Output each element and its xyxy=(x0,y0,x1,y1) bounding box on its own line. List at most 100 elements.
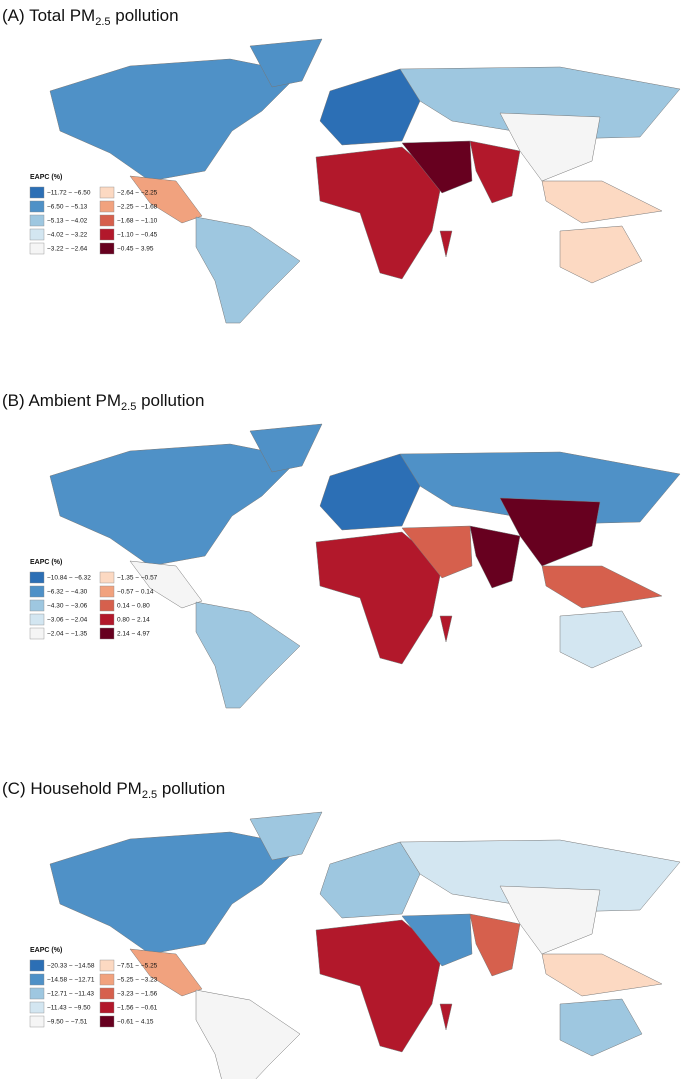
legend-swatch xyxy=(99,613,115,626)
legend-swatch xyxy=(99,1015,115,1028)
legend-swatch xyxy=(29,214,45,227)
south-asia xyxy=(469,525,521,589)
europe xyxy=(319,841,421,919)
legend-label: −11.72 − −6.50 xyxy=(47,190,91,197)
legend-swatch xyxy=(29,959,45,972)
north-america xyxy=(49,831,301,955)
legend-title: EAPC (%) xyxy=(30,947,62,954)
title-subscript: 2.5 xyxy=(121,401,136,413)
legend-swatch xyxy=(99,585,115,598)
title-text: (A) Total PM xyxy=(2,6,95,25)
legend-label: 2.14 − 4.97 xyxy=(117,631,150,638)
legend-swatch xyxy=(29,571,45,584)
north-america xyxy=(49,443,301,567)
legend-label: −1.10 − −0.45 xyxy=(117,232,158,239)
panel: (A) Total PM2.5 pollution EAPC (%) −11.72 … xyxy=(2,6,681,324)
east-asia xyxy=(499,112,601,182)
panel-title: (A) Total PM2.5 pollution xyxy=(2,6,179,28)
legend-label: −2.64 − −2.25 xyxy=(117,190,158,197)
legend-label: −0.45 − 3.95 xyxy=(117,246,154,253)
legend-label: −5.13 − −4.02 xyxy=(47,218,88,225)
australia xyxy=(559,610,643,669)
legend-label: −4.02 − −3.22 xyxy=(47,232,88,239)
legend-label: −2.04 − −1.35 xyxy=(47,631,88,638)
legend-swatch xyxy=(29,613,45,626)
australia xyxy=(559,225,643,284)
title-text: pollution xyxy=(157,779,225,798)
legend-swatch xyxy=(99,571,115,584)
south-america xyxy=(195,216,301,324)
legend-swatch xyxy=(29,973,45,986)
south-asia xyxy=(469,140,521,204)
europe xyxy=(319,453,421,531)
legend-swatch xyxy=(29,585,45,598)
central-america xyxy=(129,560,203,609)
north-america xyxy=(49,58,301,182)
title-text: pollution xyxy=(136,391,204,410)
legend-swatch xyxy=(99,959,115,972)
southeast-asia xyxy=(541,180,663,224)
legend-swatch xyxy=(29,987,45,1000)
australia xyxy=(559,998,643,1057)
legend-label: −10.84 − −6.32 xyxy=(47,575,91,582)
legend-swatch xyxy=(99,599,115,612)
legend-label: −3.22 − −2.64 xyxy=(47,246,88,253)
map xyxy=(49,38,681,324)
legend-label: −5.25 − −3.23 xyxy=(117,977,158,984)
greenland xyxy=(249,38,323,88)
central-america xyxy=(129,948,203,997)
legend-swatch xyxy=(99,242,115,255)
title-text: (C) Household PM xyxy=(2,779,142,798)
legend-swatch xyxy=(29,1001,45,1014)
title-subscript: 2.5 xyxy=(142,789,157,801)
legend-label: −3.06 − −2.04 xyxy=(47,617,88,624)
legend-swatch xyxy=(99,1001,115,1014)
europe xyxy=(319,68,421,146)
middle-east xyxy=(401,913,473,967)
legend-label: −6.50 − −5.13 xyxy=(47,204,88,211)
legend-label: −1.56 − −0.61 xyxy=(117,1005,158,1012)
legend-label: −14.58 − −12.71 xyxy=(47,977,95,984)
legend-title: EAPC (%) xyxy=(30,559,62,566)
legend-swatch xyxy=(99,987,115,1000)
greenland xyxy=(249,423,323,473)
legend-swatch xyxy=(29,627,45,640)
south-america xyxy=(195,601,301,709)
middle-east xyxy=(401,525,473,579)
map xyxy=(49,811,681,1079)
south-asia xyxy=(469,913,521,977)
legend-swatch xyxy=(29,1015,45,1028)
legend-label: −0.61 − 4.15 xyxy=(117,1019,154,1026)
madagascar xyxy=(439,230,453,258)
legend-label: −0.57 − 0.14 xyxy=(117,589,154,596)
panel: (C) Household PM2.5 pollution EAPC (%) −20… xyxy=(2,779,681,1079)
legend-label: −1.35 − −0.57 xyxy=(117,575,158,582)
legend-swatch xyxy=(29,200,45,213)
legend-label: −20.33 − −14.58 xyxy=(47,963,95,970)
legend-label: −6.32 − −4.30 xyxy=(47,589,88,596)
legend-label: −4.30 − −3.06 xyxy=(47,603,88,610)
legend-label: 0.80 − 2.14 xyxy=(117,617,150,624)
legend-label: −2.25 − −1.68 xyxy=(117,204,158,211)
legend-label: −9.50 − −7.51 xyxy=(47,1019,88,1026)
russia xyxy=(399,66,681,140)
panel: (B) Ambient PM2.5 pollution EAPC (%) −10.8… xyxy=(2,391,681,709)
southeast-asia xyxy=(541,565,663,609)
title-subscript: 2.5 xyxy=(95,16,110,28)
map xyxy=(49,423,681,709)
legend-label: −11.43 − −9.50 xyxy=(47,1005,91,1012)
legend-swatch xyxy=(29,599,45,612)
southeast-asia xyxy=(541,953,663,997)
legend-label: −7.51 − −5.25 xyxy=(117,963,158,970)
central-america xyxy=(129,175,203,224)
south-america xyxy=(195,989,301,1079)
greenland xyxy=(249,811,323,861)
legend-swatch xyxy=(99,627,115,640)
legend-swatch xyxy=(29,186,45,199)
legend-label: −1.68 − −1.10 xyxy=(117,218,158,225)
title-text: pollution xyxy=(111,6,179,25)
east-asia xyxy=(499,497,601,567)
madagascar xyxy=(439,615,453,643)
russia xyxy=(399,451,681,525)
